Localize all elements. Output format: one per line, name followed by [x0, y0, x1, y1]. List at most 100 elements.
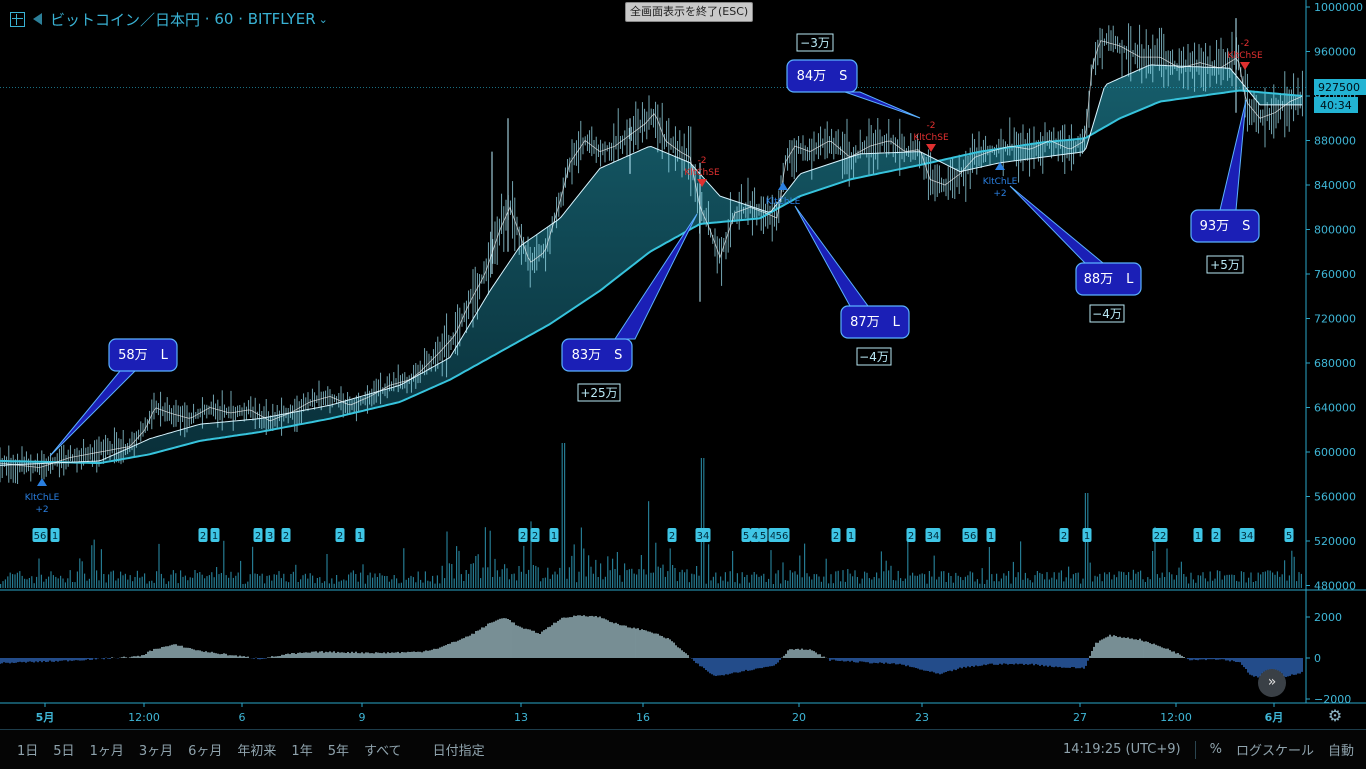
volume-bar: [746, 574, 748, 588]
callout-box: [786, 59, 858, 93]
custom-range-button[interactable]: 日付指定: [432, 744, 485, 759]
percent-toggle[interactable]: %: [1209, 742, 1222, 757]
close-line: [0, 40, 1303, 468]
volume-bar: [1188, 583, 1190, 588]
volume-bar: [122, 575, 124, 588]
volume-bar: [1284, 560, 1286, 588]
volume-bar: [722, 580, 724, 588]
signal-label: KltChLE: [983, 177, 1018, 187]
volume-bar: [523, 545, 525, 588]
volume-bar: [88, 578, 90, 588]
volume-bar: [936, 579, 938, 588]
volume-bar: [950, 576, 952, 588]
signal-qty: +2: [993, 189, 1006, 199]
volume-bar: [1106, 574, 1108, 588]
exit-fullscreen-button[interactable]: 全画面表示を終了(ESC): [625, 2, 754, 22]
volume-bar: [940, 571, 942, 588]
trade-callouts: 58万 L 83万 S +25万 84万 S −3万 87万 L −4万 88万 L −4万 93…: [49, 33, 1260, 457]
volume-bar: [244, 583, 246, 588]
volume-bar: [280, 578, 282, 588]
interval[interactable]: 60: [214, 10, 234, 28]
volume-bar: [0, 584, 2, 588]
auto-scale-toggle[interactable]: 自動: [1327, 744, 1354, 759]
volume-bar: [194, 570, 196, 588]
volume-bar: [1214, 578, 1216, 588]
volume-bar: [952, 582, 954, 588]
callout-label: 87万 L: [850, 315, 901, 330]
buy-arrow-icon: [995, 162, 1005, 170]
sell-arrow-icon: [697, 179, 707, 187]
volume-bar: [472, 563, 474, 588]
gear-icon[interactable]: ⚙: [1327, 706, 1343, 725]
volume-bar: [734, 582, 736, 588]
volume-bar: [1293, 556, 1295, 588]
range-1y[interactable]: 1年: [291, 744, 313, 759]
volume-bar: [1180, 561, 1182, 588]
price-tick-label: 640000: [1314, 402, 1356, 415]
volume-bar: [784, 580, 786, 588]
range-3m[interactable]: 3ヶ月: [138, 744, 174, 759]
volume-bar: [866, 572, 868, 588]
volume-bar: [813, 574, 815, 588]
volume-bar: [180, 570, 182, 588]
clock[interactable]: 14:19:25 (UTC+9): [1063, 742, 1181, 757]
volume-bar: [1092, 581, 1094, 588]
volume-bar: [256, 574, 258, 588]
range-6m[interactable]: 6ヶ月: [188, 744, 223, 759]
volume-bar: [684, 572, 686, 588]
volume-bar: [559, 567, 561, 588]
volume-bar: [739, 583, 741, 588]
volume-bar: [453, 578, 455, 588]
volume-bar: [1272, 572, 1274, 588]
volume-bar: [364, 583, 366, 588]
volume-bar: [777, 570, 779, 588]
volume-bar: [782, 562, 784, 588]
range-1d[interactable]: 1日: [17, 744, 39, 759]
volume-bar: [626, 570, 628, 588]
volume-bar: [48, 576, 50, 588]
volume-bar: [856, 577, 858, 588]
callout-box: [1075, 262, 1142, 296]
volume-bar: [765, 582, 767, 588]
volume-bar: [50, 571, 52, 588]
volume-bar: [729, 571, 731, 588]
volume-bar: [583, 548, 585, 588]
expand-icon[interactable]: [10, 11, 25, 27]
volume-bar: [288, 582, 290, 588]
volume-bar: [542, 578, 544, 588]
log-scale-toggle[interactable]: ログスケール: [1235, 744, 1314, 759]
scroll-to-realtime-button[interactable]: »: [1258, 669, 1286, 697]
volume-bar: [573, 544, 575, 588]
volume-bar: [624, 563, 626, 588]
trading-chart[interactable]: 56 1 2 1 2 3 2 2 1 2 2 1 2 34 5 4 5 4 56 2 1 2 34 56 1 2 1 22 1 2 34 5 …: [0, 0, 1366, 729]
order-marker-label: 2: [1061, 531, 1067, 542]
volume-bar: [628, 569, 630, 588]
range-5d[interactable]: 5日: [53, 744, 75, 759]
volume-bar: [45, 578, 47, 588]
volume-bar: [446, 531, 448, 588]
order-marker: [925, 528, 941, 542]
symbol-name[interactable]: ビットコイン／日本円: [50, 10, 201, 29]
volume-bar: [1060, 570, 1062, 588]
volume-bar: [660, 567, 662, 588]
chevron-down-icon[interactable]: ⌄: [318, 12, 328, 26]
range-1m[interactable]: 1ヶ月: [89, 744, 124, 759]
volume-bar: [602, 579, 604, 588]
range-ytd[interactable]: 年初来: [237, 744, 277, 759]
divider: [1194, 740, 1196, 759]
time-tick-label: 23: [915, 711, 929, 724]
volume-bar: [732, 551, 734, 588]
volume-bar: [187, 580, 189, 588]
volume-bar: [986, 579, 988, 588]
order-marker-label: 1: [212, 531, 218, 542]
volume-bar: [468, 573, 470, 588]
range-all[interactable]: すべて: [363, 744, 402, 759]
volume-bar: [681, 569, 683, 588]
volume-bar: [367, 575, 369, 588]
volume-bar: [1156, 574, 1158, 588]
volume-bar: [1046, 572, 1048, 588]
volume-bar: [204, 578, 206, 588]
range-5y[interactable]: 5年: [327, 744, 349, 759]
price-tick-label: 680000: [1314, 357, 1356, 370]
volume-bar: [1123, 572, 1125, 588]
